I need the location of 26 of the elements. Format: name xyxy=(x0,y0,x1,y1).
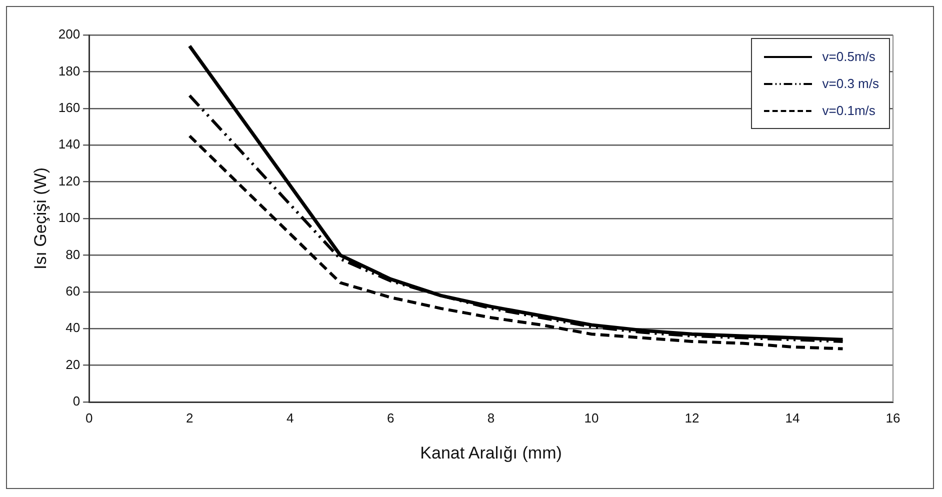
x-tick-label: 16 xyxy=(886,410,900,426)
x-tick-label: 10 xyxy=(584,410,599,426)
x-tick-label: 2 xyxy=(186,410,194,426)
y-tick-label: 160 xyxy=(58,100,80,115)
legend-label: v=0.3 m/s xyxy=(822,76,879,91)
x-tick-label: 12 xyxy=(684,410,700,426)
y-tick-label: 40 xyxy=(66,320,80,336)
y-tick-label: 180 xyxy=(58,63,80,78)
x-tick-label: 4 xyxy=(286,410,294,426)
legend-label: v=0.5m/s xyxy=(822,49,876,64)
y-tick-label: 80 xyxy=(66,246,80,262)
line-series xyxy=(188,134,844,350)
y-tick-label: 200 xyxy=(58,26,80,42)
y-tick-label: 0 xyxy=(72,394,80,409)
y-tick-label: 120 xyxy=(58,173,80,188)
y-tick-label: 60 xyxy=(66,283,80,298)
y-tick-label: 100 xyxy=(58,210,80,226)
x-axis-title: Kanat Aralığı (mm) xyxy=(420,443,562,462)
x-tick-label: 14 xyxy=(785,410,800,426)
y-axis-title: Isı Geçişi (W) xyxy=(30,168,50,270)
y-tick-label: 20 xyxy=(66,356,80,372)
y-tick-label: 140 xyxy=(58,136,80,152)
x-tick-label: 6 xyxy=(386,410,394,426)
legend-label: v=0.1m/s xyxy=(822,103,876,118)
x-tick-label: 0 xyxy=(85,410,93,426)
x-tick-label: 8 xyxy=(487,410,495,426)
